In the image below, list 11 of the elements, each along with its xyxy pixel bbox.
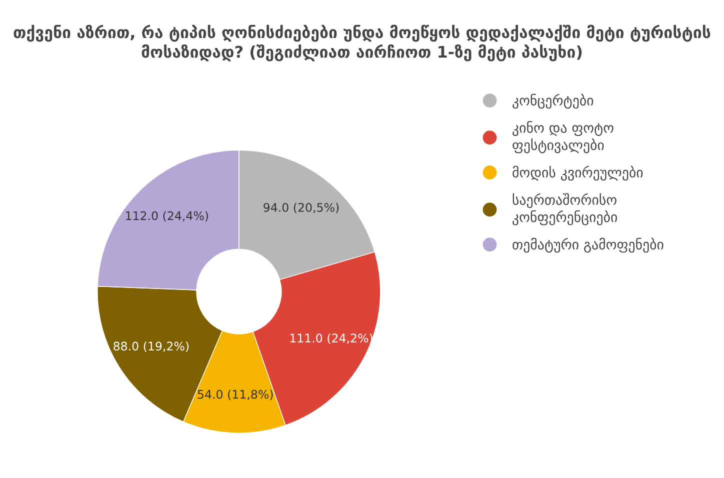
data-label: 112.0 (24,4%) <box>126 211 208 222</box>
data-label: 88.0 (19,2%) <box>114 341 189 352</box>
chart-title: თქვენი აზრით, რა ტიპის ღონისძიებები უნდა მოეწყოს დედაქალაქში მეტი ტურისტის მოსაზიდად? (შეგიძლიათ აირჩიოთ 1-ზე მეტი პასუხი) <box>14 24 710 62</box>
legend-label: კინო და ფოტო ფესტივალები <box>512 121 614 154</box>
legend-label: კონცერტები <box>512 94 594 109</box>
data-label: 111.0 (24,2%) <box>290 333 372 344</box>
legend-label: თემატური გამოფენები <box>512 238 664 253</box>
legend-label: საერთაშორისო კონფერენციები <box>512 193 617 226</box>
legend-label: მოდის კვირეულები <box>512 166 643 181</box>
data-label: 94.0 (20,5%) <box>264 202 339 214</box>
data-label: 54.0 (11,8%) <box>198 390 273 400</box>
